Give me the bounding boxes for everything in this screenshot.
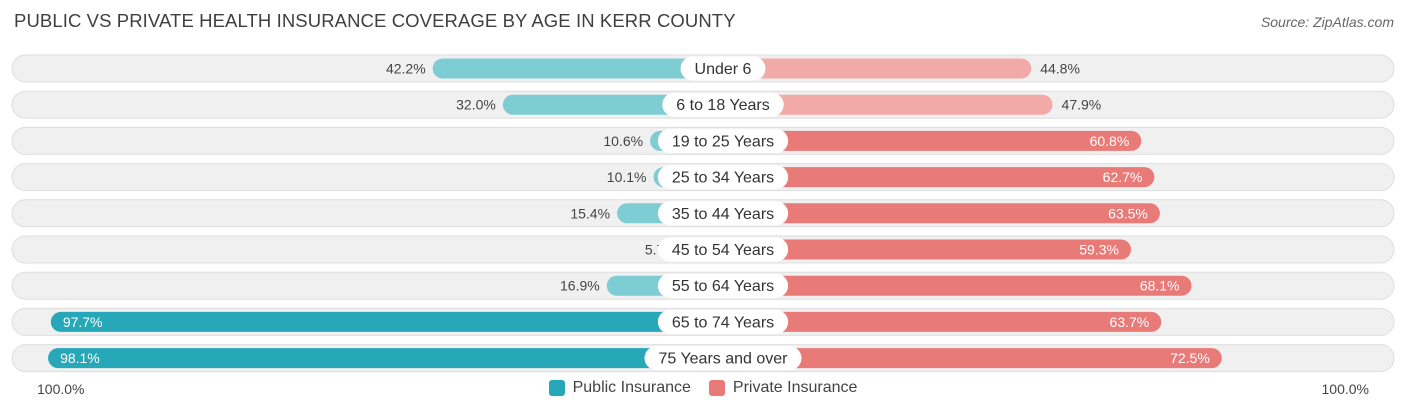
row-group: 16.9% 68.1% 55 to 64 Years [11,271,1395,300]
bar-private [723,130,1142,151]
value-label-private: 59.3% [1079,242,1119,258]
row-group: 15.4% 63.5% 35 to 44 Years [11,199,1395,228]
bar-private [723,348,1222,369]
value-label-public: 42.2% [386,61,426,77]
category-label: 19 to 25 Years [672,133,774,150]
legend-swatch-public [548,380,565,396]
bar-private [723,94,1053,115]
category-pill [657,128,789,153]
value-label-private: 63.5% [1108,205,1148,221]
category-pill [657,273,789,298]
bar-private [723,275,1192,296]
legend-item-public: Public Insurance [548,379,691,397]
category-pill [644,346,802,371]
category-pill [657,165,789,190]
row-group: 10.1% 62.7% 25 to 34 Years [11,163,1395,192]
row-group: 98.1% 72.5% 75 Years and over [11,344,1395,373]
value-label-public: 97.7% [63,314,103,330]
bar-private [723,203,1160,224]
legend: Public Insurance Private Insurance [0,379,1406,397]
value-label-public: 10.1% [607,169,647,185]
value-label-public: 15.4% [570,205,610,221]
bar-private [723,239,1131,260]
bar-private [723,58,1032,79]
row-group: 5.7%59.3%45 to 54 Years [11,235,1395,264]
value-label-private: 60.8% [1090,133,1130,149]
bar-public [50,311,724,332]
bar-private [723,167,1155,188]
value-label-private: 47.9% [1062,97,1102,113]
value-label-public: 98.1% [60,350,100,366]
value-label-private: 62.7% [1103,169,1143,185]
category-pill [657,201,789,226]
category-label: 55 to 64 Years [672,278,774,295]
category-label: 25 to 34 Years [672,170,774,187]
row-group: 97.7% 63.7% 65 to 74 Years [11,307,1395,336]
legend-swatch-private [708,380,725,396]
category-label: Under 6 [695,61,752,78]
axis-left-label: 100.0% [37,381,85,397]
row-group: 10.6% 60.8% 19 to 25 Years [11,126,1395,155]
category-label: 75 Years and over [659,351,789,368]
value-label-private: 72.5% [1170,350,1210,366]
value-label-public: 10.6% [603,133,643,149]
value-label-public: 32.0% [456,97,496,113]
legend-item-private: Private Insurance [708,379,858,397]
row-group: 42.2% 44.8% Under 6 [11,54,1395,83]
bar-private [723,311,1162,332]
value-label-private: 68.1% [1140,278,1180,294]
axis-right-label: 100.0% [1321,381,1369,397]
category-pill [662,92,784,117]
bar-public [48,348,723,369]
source-credit: Source: ZipAtlas.com [1260,14,1394,30]
legend-label-private: Private Insurance [732,379,858,396]
category-pill [657,309,789,334]
category-label: 45 to 54 Years [672,242,774,259]
chart-title: PUBLIC VS PRIVATE HEALTH INSURANCE COVER… [14,10,736,31]
category-label: 65 to 74 Years [672,314,774,331]
bar-public [432,58,723,79]
category-label: 35 to 44 Years [672,206,774,223]
value-label-public: 16.9% [560,278,600,294]
row-group: 32.0% 47.9% 6 to 18 Years [11,90,1395,119]
legend-label-public: Public Insurance [572,379,691,396]
value-label-private: 44.8% [1040,61,1080,77]
category-pill [657,237,789,262]
category-label: 6 to 18 Years [676,97,769,114]
value-label-private: 63.7% [1110,314,1150,330]
category-pill [680,56,766,81]
